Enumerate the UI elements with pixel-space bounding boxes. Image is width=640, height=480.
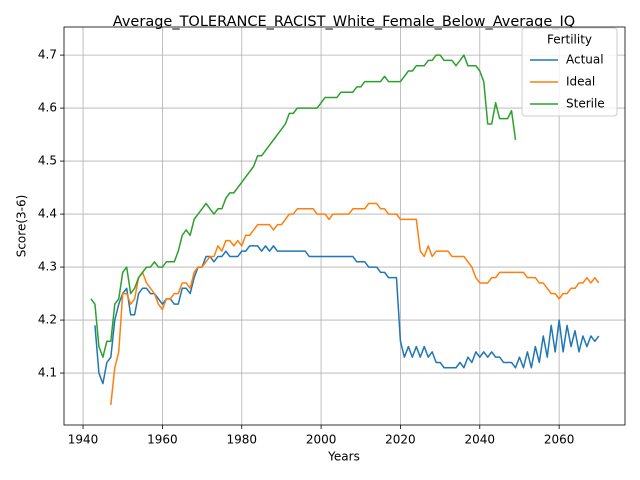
y-tick-label: 4.5 bbox=[38, 154, 57, 168]
x-tick-label: 1980 bbox=[226, 433, 257, 447]
y-tick-label: 4.1 bbox=[38, 366, 57, 380]
y-tick-label: 4.2 bbox=[38, 313, 57, 327]
x-axis-label: Years bbox=[327, 450, 360, 464]
x-tick-label: 2040 bbox=[465, 433, 496, 447]
x-tick-label: 2060 bbox=[544, 433, 575, 447]
data-line bbox=[110, 202, 600, 405]
legend-label: Sterile bbox=[566, 97, 605, 111]
chart-title: Average_TOLERANCE_RACIST_White_Female_Be… bbox=[113, 14, 575, 30]
plot-frame bbox=[63, 26, 626, 426]
x-tick-label: 2000 bbox=[306, 433, 337, 447]
legend-label: Actual bbox=[566, 53, 604, 67]
legend-label: Ideal bbox=[566, 75, 595, 89]
x-tick-label: 2020 bbox=[385, 433, 416, 447]
legend-title: Fertility bbox=[547, 33, 592, 47]
data-line bbox=[94, 245, 600, 385]
legend-box bbox=[521, 27, 618, 117]
y-tick-label: 4.6 bbox=[38, 101, 57, 115]
y-tick-label: 4.3 bbox=[38, 260, 57, 274]
x-tick-label: 1960 bbox=[147, 433, 178, 447]
y-axis-label: Score(3-6) bbox=[15, 195, 29, 258]
data-line bbox=[90, 54, 517, 358]
y-tick-label: 4.7 bbox=[38, 48, 57, 62]
y-tick-label: 4.4 bbox=[38, 207, 57, 221]
x-tick-label: 1940 bbox=[68, 433, 99, 447]
